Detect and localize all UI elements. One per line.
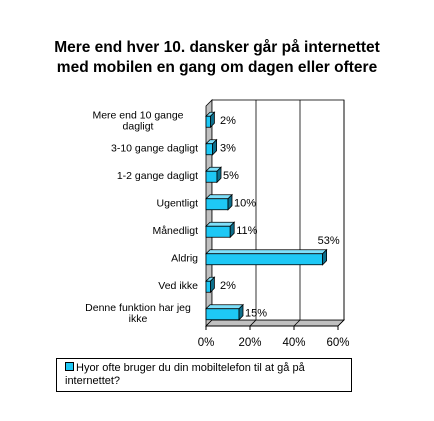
bar-top xyxy=(205,304,244,310)
data-label: 3% xyxy=(220,142,236,154)
category-label: Denne funktion har jeg xyxy=(85,302,191,314)
x-tick-label: 60% xyxy=(326,337,349,349)
gridline-floor xyxy=(337,319,345,327)
data-label: 2% xyxy=(220,280,236,292)
category-label: Aldrig xyxy=(171,252,198,264)
plot-area xyxy=(211,99,345,321)
floor xyxy=(205,319,345,327)
bar xyxy=(205,143,213,156)
bar-top xyxy=(205,221,236,227)
data-label: 10% xyxy=(234,197,256,209)
bar xyxy=(205,170,218,183)
data-label: 11% xyxy=(236,225,257,237)
category-label: Ved ikke xyxy=(158,280,198,292)
x-tick-label: 40% xyxy=(282,337,305,349)
bar xyxy=(205,225,231,238)
bar xyxy=(205,308,240,321)
legend: Hyor ofte bruger du din mobiltelefon til… xyxy=(56,358,352,392)
category-label: Ugentligt xyxy=(157,197,199,209)
chart-title: Mere end hver 10. dansker går på interne… xyxy=(0,38,434,78)
bar-side xyxy=(238,303,244,321)
category-label: Månedligt xyxy=(152,225,198,237)
bar-side xyxy=(216,166,222,184)
data-label: 53% xyxy=(318,235,340,247)
x-tick-label: 0% xyxy=(198,337,215,349)
bar-side xyxy=(322,248,328,266)
chart-title-line: Mere end hver 10. dansker går på interne… xyxy=(54,39,380,56)
gridline-floor xyxy=(249,319,257,327)
bar-side xyxy=(227,193,233,211)
legend-label: Hyor ofte bruger du din mobiltelefon til… xyxy=(65,362,305,387)
bar-side xyxy=(209,111,215,129)
chart-title-line: med mobilen en gang om dagen eller ofter… xyxy=(56,59,378,76)
data-label: 2% xyxy=(220,115,236,127)
bar xyxy=(205,280,211,293)
bar-top xyxy=(205,249,328,255)
bar-side xyxy=(209,276,215,294)
gridline-floor xyxy=(293,319,301,327)
bar xyxy=(205,115,211,128)
x-tick-label: 20% xyxy=(238,337,261,349)
bar xyxy=(205,198,229,211)
category-label: dagligt xyxy=(123,120,154,132)
data-label: 5% xyxy=(223,170,239,182)
bar-side xyxy=(212,138,218,156)
category-label: 1-2 gange dagligt xyxy=(117,170,198,182)
data-label: 15% xyxy=(245,307,267,319)
bar-side xyxy=(229,221,235,239)
legend-swatch xyxy=(65,362,74,371)
category-label: ikke xyxy=(129,313,148,325)
category-label: 3-10 gange dagligt xyxy=(111,142,198,154)
category-label: Mere end 10 gange xyxy=(92,109,183,121)
bar xyxy=(205,253,323,266)
